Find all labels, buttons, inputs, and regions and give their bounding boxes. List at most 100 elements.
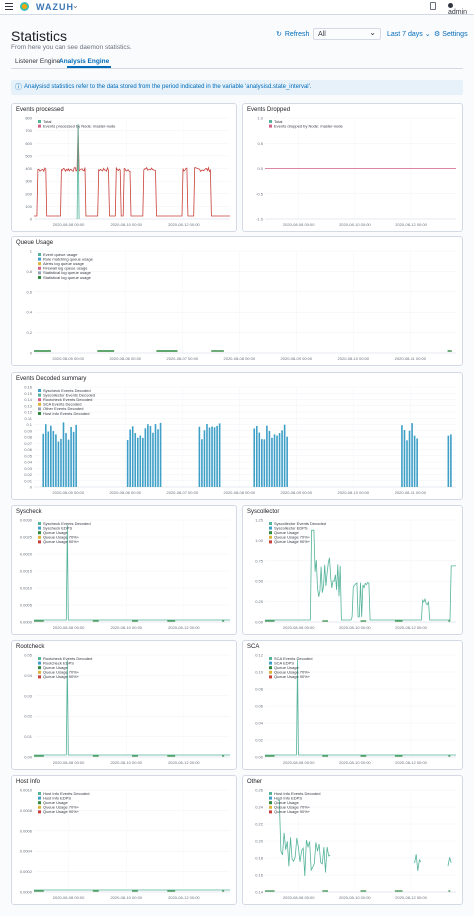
y-tick-label: 0.12 bbox=[255, 653, 264, 658]
tab-listener-engine[interactable]: Listener Engine bbox=[15, 58, 61, 65]
bar bbox=[55, 434, 57, 487]
chart-events-processed: 0 100 200 300 400 500 600 700 800 2020-08-08 00:0… bbox=[25, 116, 230, 227]
bar bbox=[450, 434, 452, 487]
y-tick-label: 0 bbox=[30, 485, 33, 490]
legend-swatch bbox=[38, 124, 41, 128]
chevron-down-icon[interactable]: ⌄ bbox=[72, 1, 79, 10]
x-tick-label: 2020-08-09 00:00 bbox=[281, 490, 313, 495]
panel-title: Host Info bbox=[16, 779, 41, 785]
legend-swatch bbox=[38, 670, 41, 674]
bar bbox=[152, 432, 154, 487]
x-tick-label: 2020-08-10 00:00 bbox=[338, 356, 370, 361]
bar bbox=[60, 438, 62, 487]
bar bbox=[216, 425, 218, 487]
x-tick-label: 2020-08-12 00:00 bbox=[395, 895, 427, 900]
legend-entry: Queue Usage 70%+ bbox=[274, 535, 311, 540]
legend-swatch bbox=[38, 675, 41, 679]
panel-rootcheck: Rootcheck 0.00 0.01 0.02 0.03 0.04 0.05 2020-0… bbox=[11, 640, 237, 770]
legend-entry: Rule matching queue usage bbox=[43, 256, 94, 261]
legend-swatch bbox=[38, 271, 41, 275]
bar bbox=[271, 437, 273, 487]
active-tab-indicator bbox=[67, 66, 111, 68]
legend-entry: Event queue usage bbox=[43, 252, 78, 257]
y-tick-label: 0.8 bbox=[26, 269, 32, 274]
legend-swatch bbox=[38, 535, 41, 539]
refresh-button[interactable]: Refresh bbox=[276, 30, 310, 38]
chart-queue-usage: 0 0.2 0.4 0.6 0.8 1 2020-08-05 00:00 2020-08-06… bbox=[26, 249, 456, 361]
y-tick-label: 0.18 bbox=[255, 856, 264, 861]
x-tick-label: 2020-08-12 00:00 bbox=[168, 222, 200, 227]
y-tick-label: 700 bbox=[25, 128, 32, 133]
y-tick-label: 0.0005 bbox=[20, 603, 33, 608]
legend-entry: Queue Usage bbox=[274, 530, 299, 535]
panel-events-processed: Events processed 0 100 200 300 400 500 600 700 8… bbox=[11, 103, 237, 232]
y-tick-label: 0.0030 bbox=[20, 518, 33, 523]
bar bbox=[411, 423, 413, 487]
legend-swatch bbox=[269, 661, 272, 665]
legend-swatch bbox=[38, 657, 41, 660]
bar bbox=[159, 422, 162, 487]
y-tick-label: 0.04 bbox=[255, 721, 264, 726]
node-select[interactable]: All bbox=[313, 27, 381, 40]
bar bbox=[44, 424, 47, 487]
x-tick-label: 2020-08-05 00:00 bbox=[52, 356, 84, 361]
bar bbox=[218, 423, 221, 487]
y-tick-label: 0.00 bbox=[255, 620, 264, 625]
legend-entry: Syscollector EDPS bbox=[274, 525, 308, 530]
y-tick-label: 0.0002 bbox=[20, 869, 33, 874]
chart-host-info: 0.0000 0.0002 0.0004 0.0006 0.0008 0.0010 2020… bbox=[20, 788, 230, 900]
menu-icon[interactable] bbox=[5, 3, 13, 10]
bar bbox=[139, 435, 142, 487]
y-tick-label: 0.0010 bbox=[20, 586, 33, 591]
brand-name[interactable]: WAZUH bbox=[36, 2, 74, 12]
bar bbox=[149, 426, 152, 487]
y-tick-label: 0.20 bbox=[255, 839, 264, 844]
legend-swatch bbox=[38, 253, 41, 256]
y-tick-label: 500 bbox=[25, 153, 32, 158]
legend-entry: Queue Usage 90%+ bbox=[274, 539, 311, 544]
legend-entry: SCA Events Decoded bbox=[274, 656, 312, 661]
wazuh-logo-icon[interactable] bbox=[20, 2, 29, 11]
bar bbox=[276, 435, 278, 487]
y-tick-label: 0.05 bbox=[24, 453, 33, 458]
legend-entry: Host Info EDPS bbox=[274, 795, 302, 800]
bar bbox=[75, 424, 77, 487]
x-tick-label: 2020-08-08 00:00 bbox=[53, 625, 85, 630]
y-tick-label: 0.0025 bbox=[20, 535, 33, 540]
x-tick-label: 2020-08-09 00:00 bbox=[281, 356, 313, 361]
legend-swatch bbox=[269, 796, 272, 800]
legend-swatch bbox=[38, 398, 41, 402]
legend-swatch bbox=[38, 805, 41, 809]
legend-swatch bbox=[38, 792, 41, 795]
panel-title: SCA bbox=[247, 644, 260, 650]
user-menu[interactable]: admin bbox=[448, 2, 474, 16]
notifications-icon[interactable] bbox=[430, 2, 436, 10]
tab-bar: Listener Engine Analysis Engine bbox=[11, 55, 463, 69]
bar bbox=[206, 423, 208, 487]
y-tick-label: 0.0000 bbox=[20, 620, 33, 625]
series-line bbox=[34, 525, 230, 621]
bar bbox=[211, 426, 213, 487]
bar bbox=[403, 429, 406, 487]
tab-analysis-engine[interactable]: Analysis Engine bbox=[59, 58, 110, 65]
top-bar: WAZUH ⌄ admin bbox=[0, 0, 474, 16]
y-tick-label: 0.1 bbox=[26, 422, 32, 427]
bar bbox=[401, 425, 403, 487]
y-tick-label: 600 bbox=[25, 141, 32, 146]
x-tick-label: 2020-08-12 00:00 bbox=[395, 760, 427, 765]
x-tick-label: 2020-08-08 00:00 bbox=[53, 760, 85, 765]
x-tick-label: 2020-08-08 00:00 bbox=[283, 895, 315, 900]
legend-entry: Queue Usage 90%+ bbox=[43, 809, 80, 814]
settings-button[interactable]: Settings bbox=[434, 30, 467, 38]
legend-entry: Queue Usage 70%+ bbox=[43, 805, 80, 810]
panel-title: Events Dropped bbox=[247, 107, 291, 113]
legend-entry: Total bbox=[274, 119, 283, 124]
time-period-picker[interactable]: Last 7 days ⌄ bbox=[387, 30, 431, 38]
y-tick-label: 0 bbox=[30, 217, 33, 222]
legend-swatch bbox=[38, 402, 41, 406]
legend-swatch bbox=[269, 531, 272, 535]
y-tick-label: 0.10 bbox=[255, 670, 264, 675]
x-tick-label: 2020-08-12 00:00 bbox=[395, 625, 427, 630]
panel-host-info: Host Info 0.0000 0.0002 0.0004 0.0006 0.0008… bbox=[11, 775, 237, 905]
y-tick-label: 0.0000 bbox=[20, 890, 33, 895]
